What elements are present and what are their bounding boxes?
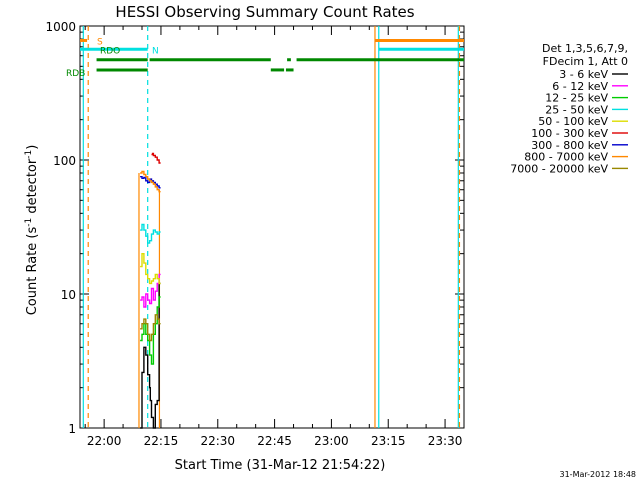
plot-frame [79,25,465,429]
legend-entry-label: 50 - 100 keV [538,115,608,128]
legend-entry-label: 800 - 7000 keV [524,151,608,164]
legend-header-line-2: FDecim 1, Att 0 [543,55,628,68]
plot-area: 1 10 100 1000 22:00 22:15 22:30 22:45 23:00 23:15… [45,20,465,448]
legend-entry-label: 25 - 50 keV [545,103,608,116]
flag-label-rdo: RDO [100,47,120,57]
x-tick-label: 22:00 [87,434,122,448]
legend-entry-label: 3 - 6 keV [559,68,608,81]
y-tick-label: 10 [61,288,76,302]
x-tick-label: 22:15 [144,434,179,448]
legend-entry-label: 6 - 12 keV [552,80,608,93]
x-tick-label: 22:30 [200,434,235,448]
y-tick-label: 1000 [45,20,76,34]
y-axis-label-mid: detector [25,158,40,218]
y-axis-label-sup-2: -1 [24,150,34,159]
series-line-1 [140,273,161,308]
flag-label-s: S [97,37,103,47]
legend-entry-label: 100 - 300 keV [531,127,608,140]
legend-entry-label: 12 - 25 keV [545,92,608,105]
series-line-6 [140,176,161,189]
y-axis-label-sup-1: -1 [24,218,34,227]
legend-entry-label: 7000 - 20000 keV [510,162,608,175]
x-axis-label: Start Time (31-Mar-12 21:54:22) [175,458,386,473]
flag-label-n: N [152,46,159,56]
flag-label-rdb: RDB [66,69,85,79]
series-line-0 [140,282,161,429]
y-axis-label: Count Rate (s-1 detector-1) [24,145,40,316]
legend-header-line-1: Det 1,3,5,6,7,9, [542,42,628,55]
timestamp: 31-Mar-2012 18:48 [560,470,637,479]
series-line-8 [140,314,161,342]
y-tick-label: 100 [53,154,76,168]
series-line-5 [151,152,161,164]
series-line-2 [140,296,161,365]
x-tick-label: 23:15 [371,434,406,448]
x-tick-label: 23:00 [314,434,349,448]
y-axis-label-end: ) [25,145,40,150]
series-line-3 [140,223,161,244]
x-tick-label: 22:45 [257,434,292,448]
y-tick-label: 1 [68,422,76,436]
x-tick-label: 23:30 [428,434,463,448]
legend-entry-label: 300 - 800 keV [531,139,608,152]
y-axis-label-main: Count Rate (s [25,227,40,316]
series-line-7 [140,170,161,193]
series-line-4 [140,253,161,285]
chart-title: HESSI Observing Summary Count Rates [115,3,414,21]
